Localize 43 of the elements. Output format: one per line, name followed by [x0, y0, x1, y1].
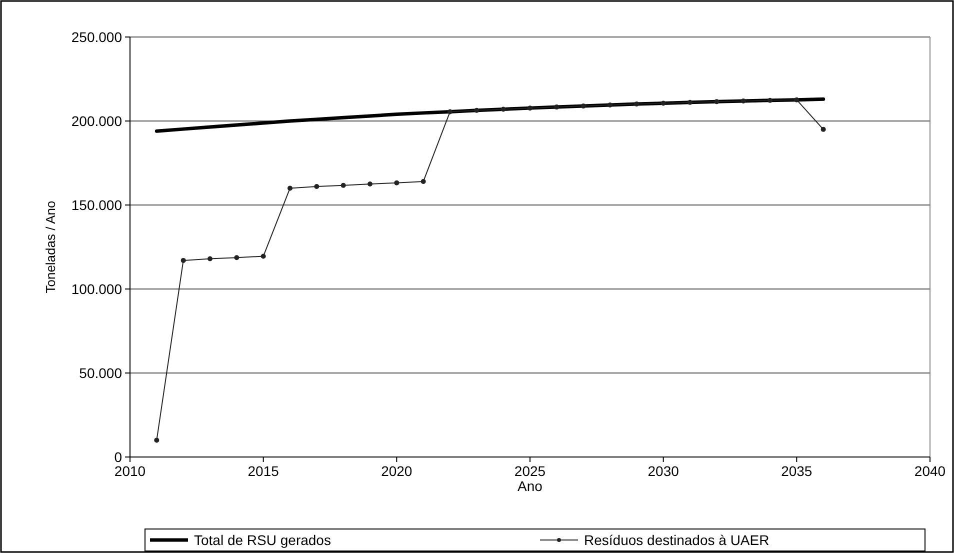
- point: [528, 106, 532, 111]
- y-tick-label: 0: [114, 448, 122, 465]
- point: [714, 99, 720, 104]
- point: [340, 182, 346, 188]
- point: [394, 180, 400, 186]
- point: [154, 438, 160, 443]
- legend-label: Resíduos destinados à UAER: [584, 532, 770, 548]
- y-axis-title: Toneladas / Ano: [43, 200, 58, 294]
- y-tick-label: 100.000: [71, 280, 122, 297]
- point: [234, 255, 240, 260]
- point: [314, 184, 320, 190]
- legend-label: Total de RSU gerados: [194, 532, 331, 548]
- y-tick-label: 150.000: [71, 196, 122, 213]
- x-tick-label: 2030: [648, 463, 680, 479]
- point: [688, 100, 692, 105]
- point: [180, 258, 186, 263]
- x-tick-label: 2010: [114, 463, 146, 479]
- x-tick-label: 2020: [381, 463, 412, 479]
- point: [288, 186, 292, 191]
- x-tick-label: 2040: [914, 463, 946, 479]
- point: [608, 102, 612, 108]
- y-tick-label: 250.000: [71, 28, 122, 45]
- point: [768, 98, 772, 103]
- y-tick-label: 50.000: [79, 364, 122, 381]
- point: [448, 109, 452, 114]
- x-axis-title: Ano: [518, 478, 543, 494]
- point: [580, 104, 586, 109]
- point: [474, 108, 480, 113]
- point: [500, 106, 506, 112]
- y-tick-label: 200.000: [71, 112, 122, 129]
- point: [794, 97, 800, 102]
- x-tick-label: 2035: [781, 463, 812, 479]
- point: [368, 182, 372, 186]
- point: [420, 178, 426, 184]
- point: [634, 102, 640, 107]
- x-tick-label: 2015: [248, 463, 280, 479]
- x-tick-label: 2025: [514, 463, 546, 479]
- point: [660, 100, 666, 106]
- point: [208, 256, 212, 262]
- point: [820, 126, 826, 132]
- point: [740, 98, 746, 104]
- point: [554, 104, 560, 110]
- point: [260, 254, 266, 259]
